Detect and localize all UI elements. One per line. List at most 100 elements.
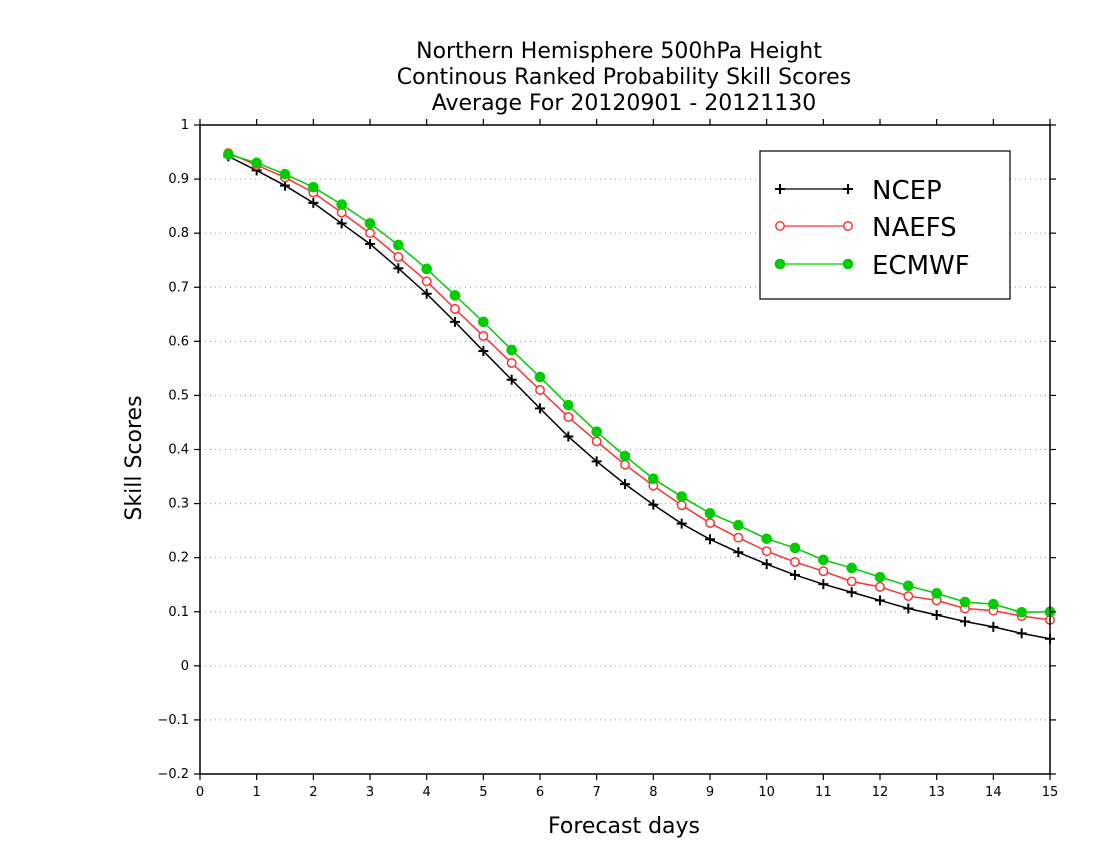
x-tick-label: 8 [649,785,657,800]
legend-label-ncep: NCEP [872,176,942,206]
legend-marker-ecmwf [774,258,854,270]
data-point-ncep [931,609,942,620]
y-tick-label: 0 [181,659,189,674]
data-point-naefs [591,436,602,447]
data-point-ecmwf [818,554,829,566]
data-point-ncep [450,316,460,327]
data-point-ecmwf [676,491,687,502]
x-tick-label: 10 [758,785,775,800]
x-tick-label: 15 [1042,785,1059,800]
data-point-ncep [875,595,885,606]
data-point-naefs [733,532,744,543]
data-point-ncep [903,603,914,614]
chart-title-line-2: Continous Ranked Probability Skill Score… [397,65,851,90]
chart-title: Northern Hemisphere 500hPa Height Contin… [397,39,851,116]
y-tick-label: 0.2 [168,551,189,566]
data-point-ecmwf [704,508,716,519]
legend-marker-left-naefs [775,221,785,231]
data-point-ecmwf [534,371,546,383]
data-point-ncep [846,587,857,598]
data-point-ecmwf [648,473,659,485]
data-point-ncep [705,534,715,545]
data-point-naefs [563,412,574,422]
data-point-ncep [620,479,630,490]
data-point-naefs [790,557,800,567]
data-point-ncep [790,569,800,580]
y-tick-label: 0.8 [168,226,189,241]
data-point-ecmwf [903,580,914,592]
legend-marker-ncep [775,184,853,194]
y-tick-label: 0.3 [168,497,189,512]
series-group [223,148,1056,644]
y-tick-label: 0.7 [168,280,189,295]
data-point-ecmwf [563,399,574,411]
data-point-ecmwf [223,148,234,160]
data-point-ecmwf [619,450,631,462]
data-point-ncep [960,616,970,627]
data-point-ecmwf [761,533,772,545]
data-point-naefs [535,385,545,395]
data-point-ecmwf [591,426,602,437]
x-tick-label: 6 [536,785,544,800]
x-tick-label: 5 [479,785,487,800]
grid-lines [200,178,1050,721]
data-point-ecmwf [364,218,376,229]
data-point-ecmwf [789,542,801,554]
y-tick-label: −0.1 [157,713,189,728]
data-point-naefs [761,546,772,557]
x-tick-label: 14 [985,785,1002,800]
legend-label-ecmwf: ECMWF [872,251,970,281]
data-point-ecmwf [931,588,942,599]
data-point-ncep [988,621,999,632]
data-point-ncep [1016,628,1027,639]
data-point-ecmwf [988,598,999,610]
legend-box [759,150,1011,300]
x-tick-label: 3 [366,785,374,800]
data-point-ecmwf [733,519,744,531]
data-point-ncep [676,518,687,529]
x-tick-label: 13 [928,785,945,800]
data-point-naefs [421,276,432,287]
x-tick-label: 2 [309,785,317,800]
data-point-ncep [478,346,489,357]
data-point-naefs [365,228,375,239]
data-point-naefs [450,303,460,314]
x-axis: 0 1 2 3 4 5 6 7 8 9 10 11 12 13 14 15 [196,119,1058,800]
chart-title-line-1: Northern Hemisphere 500hPa Height [416,39,822,64]
data-point-naefs [875,581,885,592]
data-point-ncep [421,288,432,299]
data-point-naefs [818,566,829,577]
x-axis-title: Forecast days [548,814,700,839]
series-markers-naefs [223,148,1055,625]
y-axis: −0.2 −0.1 0 0.1 0.2 0.3 0.4 0.5 0.6 0.7 0.8 0.9 1 [157,118,1056,782]
data-point-ncep [818,579,829,590]
data-point-ncep [506,374,517,385]
data-point-ecmwf [478,316,489,328]
legend-marker-right-ecmwf [842,258,854,270]
data-point-ecmwf [393,239,404,251]
data-point-ncep [336,218,347,229]
x-tick-label: 1 [253,785,261,800]
y-tick-label: 0.5 [168,388,189,403]
y-tick-label: 0.6 [168,334,189,349]
x-tick-label: 11 [815,785,832,800]
data-point-ecmwf [449,290,461,301]
legend-marker-left-ecmwf [774,258,786,270]
x-tick-label: 12 [872,785,889,800]
data-point-naefs [846,576,857,587]
data-point-ncep [535,403,545,414]
legend: NCEP NAEFS ECMWF [759,150,1011,300]
data-point-naefs [676,500,687,511]
legend-label-naefs: NAEFS [872,213,957,243]
data-point-ecmwf [421,263,432,275]
data-point-naefs [620,459,630,470]
data-point-ncep [365,238,375,249]
x-tick-label: 0 [196,785,204,800]
data-point-naefs [478,330,489,341]
data-point-ncep [563,431,574,442]
data-point-ecmwf [874,571,886,583]
y-tick-label: 0.1 [168,605,189,620]
data-point-ncep [591,456,602,467]
